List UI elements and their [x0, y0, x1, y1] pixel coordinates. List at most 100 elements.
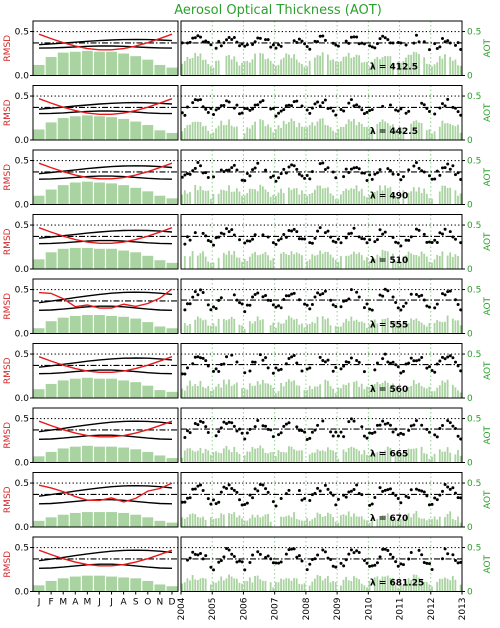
monthly-bar — [405, 321, 407, 334]
seasonal-bar — [94, 315, 105, 334]
aot-point — [334, 365, 338, 369]
aot-point — [318, 162, 322, 166]
aot-point — [235, 103, 239, 107]
lower-envelope-line — [38, 305, 173, 311]
monthly-bar — [459, 584, 462, 592]
monthly-bar — [366, 127, 368, 140]
timeseries-subplot-frame — [180, 20, 463, 76]
monthly-bar — [272, 322, 275, 334]
monthly-bar — [235, 452, 238, 463]
seasonal-bar — [142, 322, 154, 334]
monthly-bar — [350, 188, 353, 205]
monthly-bar — [366, 197, 368, 205]
monthly-bar — [308, 385, 311, 398]
aot-point — [329, 430, 333, 434]
monthly-bar — [183, 190, 186, 205]
monthly-bar — [412, 254, 415, 269]
aot-point — [375, 561, 379, 565]
monthly-bar — [386, 382, 389, 398]
aot-point — [321, 161, 325, 165]
monthly-bar — [186, 578, 189, 592]
aot-point — [297, 554, 301, 558]
monthly-bar — [371, 450, 374, 463]
aot-point — [355, 35, 359, 39]
aot-point — [456, 364, 460, 368]
seasonal-bar — [94, 446, 105, 463]
right-ytick-label: 0 — [467, 330, 473, 340]
aot-point — [206, 176, 210, 180]
monthly-bar — [345, 318, 348, 334]
aot-point — [443, 482, 447, 486]
monthly-bar — [202, 320, 204, 334]
monthly-bar — [376, 254, 379, 269]
monthly-bar — [202, 453, 204, 463]
right-ytick-label: 0 — [467, 588, 473, 598]
aot-point — [240, 302, 244, 306]
monthly-bar — [340, 326, 342, 334]
monthly-bar — [199, 318, 202, 334]
monthly-bar — [340, 515, 342, 527]
monthly-bar — [261, 448, 264, 463]
monthly-bar — [345, 385, 348, 398]
aot-point — [253, 233, 257, 237]
aot-point — [191, 101, 195, 105]
aot-point — [292, 354, 296, 358]
aot-point — [238, 112, 242, 116]
aot-point — [219, 231, 223, 235]
monthly-bar — [293, 121, 295, 140]
aot-point — [204, 39, 208, 43]
monthly-bar — [415, 448, 418, 463]
monthly-bar — [261, 120, 264, 140]
monthly-bar — [212, 132, 215, 140]
aot-point — [209, 502, 213, 506]
monthly-bar — [241, 195, 243, 205]
bottom-axis: J F M A M J J A S O N D 2004 2005 2006 2007 2008 2009 2010… — [37, 591, 468, 620]
monthly-bar — [311, 581, 314, 592]
aot-point — [349, 98, 353, 102]
aot-point — [438, 173, 442, 177]
aot-point — [214, 307, 218, 311]
monthly-bar — [303, 390, 306, 398]
monthly-bar — [277, 450, 280, 463]
aot-point — [414, 419, 418, 423]
aot-point — [313, 39, 317, 43]
monthly-bar — [446, 255, 449, 269]
monthly-bar — [373, 453, 376, 463]
aot-point — [206, 111, 210, 115]
aot-point — [440, 37, 444, 41]
monthly-bar — [196, 385, 199, 398]
monthly-bar — [355, 516, 358, 527]
aot-point — [232, 233, 236, 237]
aot-point — [381, 357, 385, 361]
monthly-bar — [225, 320, 228, 334]
aot-point — [238, 301, 242, 305]
aot-point — [219, 490, 223, 494]
monthly-bar — [238, 582, 241, 592]
monthly-bar — [376, 323, 379, 334]
aot-point — [440, 423, 444, 427]
aot-point — [308, 241, 312, 245]
timeseries-subplot-frame — [180, 278, 463, 334]
monthly-bar — [202, 578, 204, 592]
seasonal-bar — [33, 64, 45, 76]
aot-point — [451, 553, 455, 557]
monthly-bar — [334, 325, 337, 334]
aot-point — [204, 554, 208, 558]
monthly-bar — [280, 253, 282, 269]
monthly-bar — [334, 581, 337, 592]
aot-point — [373, 46, 377, 50]
monthly-bar — [441, 120, 444, 140]
monthly-bar — [389, 577, 392, 592]
monthly-bar — [217, 193, 220, 205]
monthly-bar — [358, 321, 361, 334]
monthly-bar — [384, 515, 387, 527]
monthly-bar — [246, 580, 249, 592]
monthly-bar — [199, 186, 202, 205]
rmsd-red-line — [38, 162, 173, 180]
aot-point — [295, 230, 299, 234]
aot-point — [209, 43, 213, 47]
aot-point — [264, 356, 268, 360]
monthly-bar — [285, 254, 288, 269]
monthly-bar — [420, 385, 423, 398]
monthly-bar — [410, 191, 413, 205]
